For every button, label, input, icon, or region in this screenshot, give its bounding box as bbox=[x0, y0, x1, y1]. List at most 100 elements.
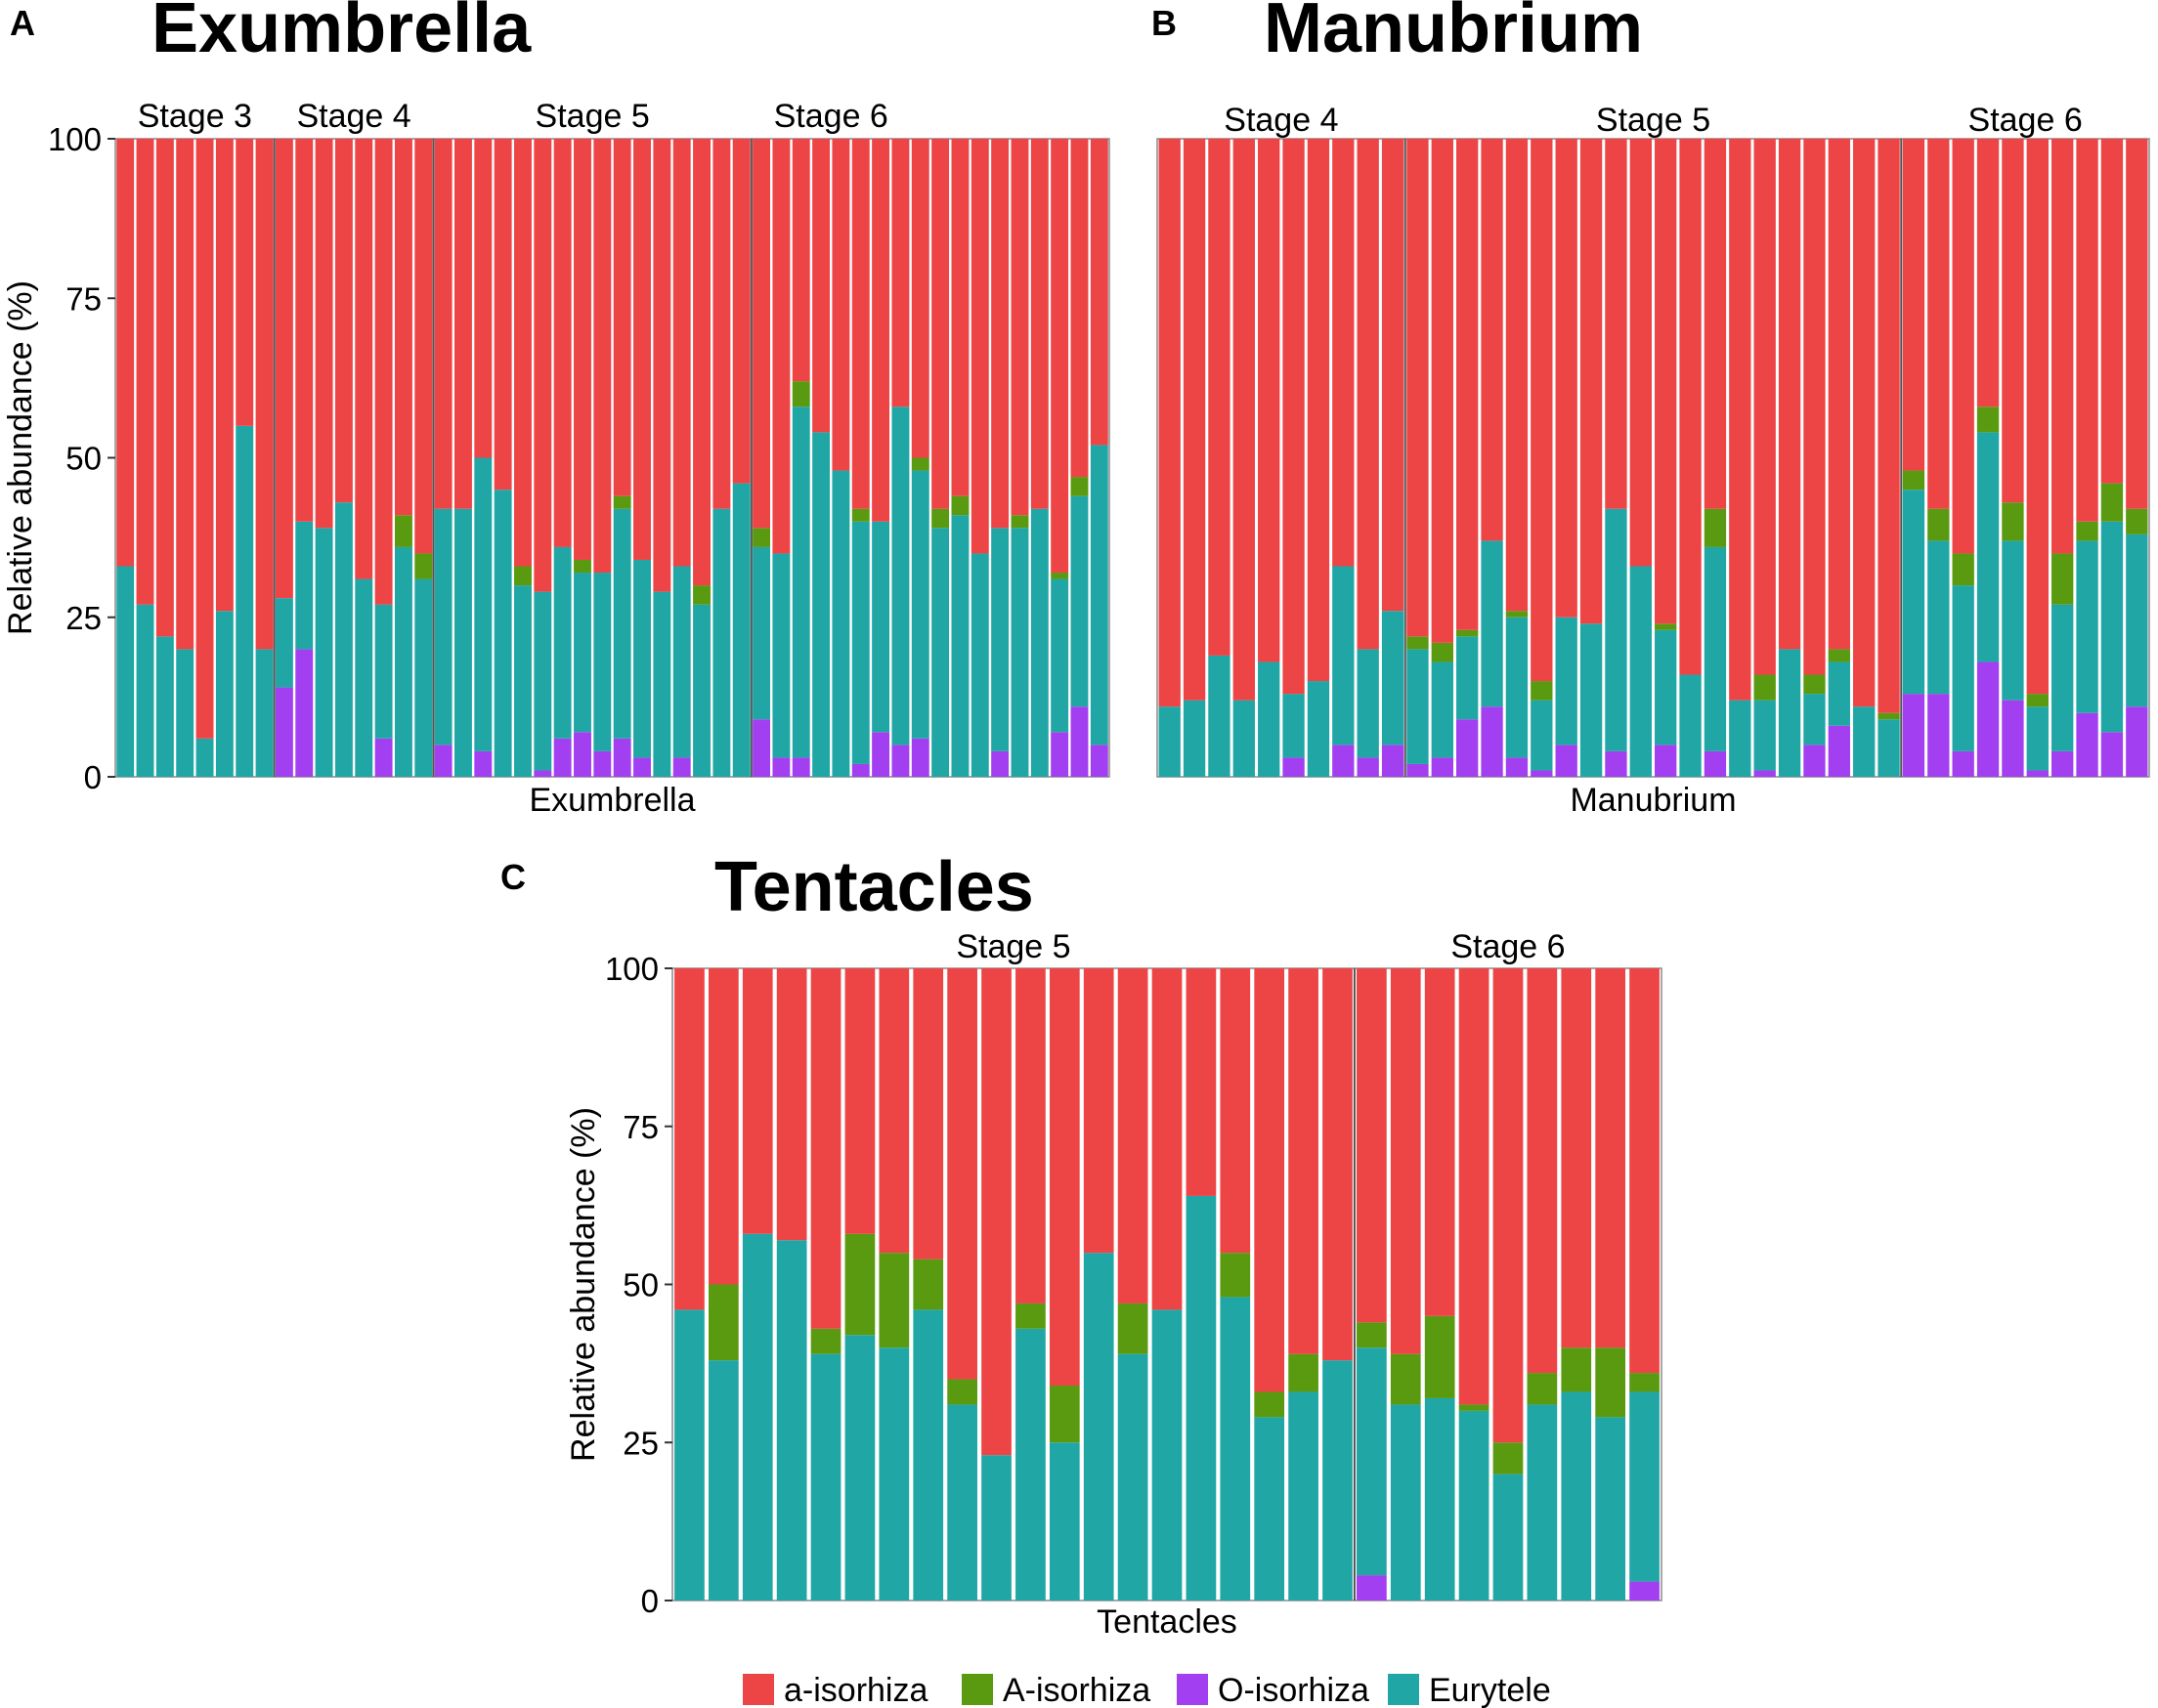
bar-a-isorhiza-32 bbox=[732, 139, 751, 484]
bar-a-isorhiza-25 bbox=[1753, 674, 1776, 701]
bar-a-isorhiza-9 bbox=[275, 139, 293, 599]
bar-eurytele-22 bbox=[1679, 674, 1702, 777]
bar-o-isorhiza-48 bbox=[1051, 732, 1069, 777]
bar-eurytele-40 bbox=[891, 406, 910, 746]
bar-o-isorhiza-10 bbox=[1381, 745, 1404, 777]
bar-a-isorhiza-34 bbox=[1976, 139, 2000, 407]
bar-eurytele-22 bbox=[534, 591, 552, 771]
bar-eurytele-1 bbox=[116, 566, 135, 777]
bar-a-isorhiza-24 bbox=[1458, 1404, 1489, 1411]
panel-letter: B bbox=[1151, 3, 1177, 43]
bar-eurytele-19 bbox=[1605, 508, 1627, 751]
bar-a-isorhiza-20 bbox=[1322, 968, 1353, 1361]
bar-a-isorhiza-11 bbox=[1406, 636, 1429, 650]
bar-a-isorhiza-38 bbox=[2076, 521, 2098, 541]
bar-o-isorhiza-31 bbox=[1902, 694, 1925, 777]
bar-o-isorhiza-13 bbox=[1456, 719, 1479, 777]
bar-a-isorhiza-31 bbox=[1902, 470, 1925, 491]
bar-eurytele-10 bbox=[981, 1455, 1012, 1601]
bar-a-isorhiza-29 bbox=[1629, 968, 1660, 1374]
bar-a-isorhiza-4 bbox=[176, 139, 194, 650]
bar-a-isorhiza-2 bbox=[136, 139, 154, 605]
bar-a-isorhiza-12 bbox=[1049, 1386, 1080, 1443]
bar-eurytele-9 bbox=[1357, 649, 1379, 758]
bar-eurytele-5 bbox=[195, 738, 214, 777]
bar-a-isorhiza-33 bbox=[753, 139, 770, 529]
bar-eurytele-2 bbox=[136, 604, 154, 777]
bar-a-isorhiza-34 bbox=[1976, 406, 2000, 433]
legend-label-a-isorhiza: A-isorhiza bbox=[1003, 1672, 1150, 1708]
bar-eurytele-13 bbox=[1083, 1253, 1114, 1601]
bar-eurytele-23 bbox=[1424, 1397, 1455, 1601]
bar-a-isorhiza-38 bbox=[851, 508, 870, 522]
bar-a-isorhiza-18 bbox=[1254, 1391, 1285, 1418]
bar-eurytele-41 bbox=[911, 470, 929, 739]
bar-eurytele-21 bbox=[1357, 1347, 1387, 1576]
bar-o-isorhiza-21 bbox=[1655, 745, 1677, 777]
bar-a-isorhiza-23 bbox=[553, 139, 572, 547]
bar-o-isorhiza-22 bbox=[534, 770, 552, 777]
legend-label-eurytele: Eurytele bbox=[1429, 1672, 1551, 1708]
bar-eurytele-12 bbox=[334, 502, 353, 777]
bar-eurytele-36 bbox=[812, 432, 831, 777]
bar-o-isorhiza-33 bbox=[753, 719, 770, 777]
bar-eurytele-14 bbox=[1117, 1353, 1148, 1601]
bar-a-isorhiza-30 bbox=[693, 139, 711, 586]
bar-o-isorhiza-49 bbox=[1070, 706, 1089, 777]
bar-o-isorhiza-9 bbox=[275, 687, 293, 777]
stage-label: Stage 6 bbox=[774, 98, 888, 135]
bar-a-isorhiza-4 bbox=[776, 968, 807, 1241]
bar-a-isorhiza-22 bbox=[534, 139, 552, 592]
bar-o-isorhiza-19 bbox=[474, 750, 493, 777]
bar-a-isorhiza-26 bbox=[1527, 1373, 1558, 1405]
bar-a-isorhiza-33 bbox=[753, 528, 770, 547]
bar-eurytele-25 bbox=[1492, 1473, 1524, 1601]
bar-a-isorhiza-8 bbox=[913, 1259, 944, 1310]
bar-a-isorhiza-43 bbox=[951, 139, 970, 496]
bar-a-isorhiza-44 bbox=[971, 139, 989, 554]
bar-a-isorhiza-7 bbox=[236, 139, 254, 426]
bar-o-isorhiza-14 bbox=[374, 738, 393, 777]
x-axis-label: Tentacles bbox=[1097, 1603, 1237, 1641]
bar-a-isorhiza-8 bbox=[913, 968, 944, 1260]
bar-eurytele-40 bbox=[2126, 534, 2148, 707]
bar-a-isorhiza-24 bbox=[1458, 968, 1489, 1405]
bar-a-isorhiza-21 bbox=[1357, 1322, 1387, 1348]
bar-eurytele-26 bbox=[1527, 1404, 1558, 1601]
y-tick-label: 75 bbox=[65, 280, 102, 317]
bar-eurytele-24 bbox=[1458, 1410, 1489, 1601]
bar-a-isorhiza-12 bbox=[1431, 642, 1453, 662]
bar-eurytele-1 bbox=[674, 1309, 705, 1601]
bar-a-isorhiza-6 bbox=[215, 139, 234, 612]
bar-a-isorhiza-15 bbox=[1505, 139, 1529, 612]
bar-eurytele-22 bbox=[1390, 1404, 1421, 1601]
bar-o-isorhiza-36 bbox=[2026, 770, 2049, 777]
bar-o-isorhiza-17 bbox=[1555, 745, 1577, 777]
bar-a-isorhiza-9 bbox=[947, 1379, 977, 1405]
bar-o-isorhiza-16 bbox=[1531, 770, 1553, 777]
bar-a-isorhiza-8 bbox=[255, 139, 274, 650]
stage-label: Stage 5 bbox=[536, 98, 650, 135]
bar-eurytele-17 bbox=[1220, 1297, 1251, 1601]
bar-a-isorhiza-5 bbox=[195, 139, 214, 739]
bar-eurytele-25 bbox=[593, 573, 612, 751]
bar-a-isorhiza-26 bbox=[613, 139, 631, 496]
bar-eurytele-27 bbox=[633, 559, 651, 758]
bar-o-isorhiza-38 bbox=[851, 763, 870, 777]
bar-a-isorhiza-28 bbox=[653, 139, 671, 592]
bar-eurytele-5 bbox=[1258, 662, 1280, 777]
stage-label: Stage 6 bbox=[1450, 928, 1565, 965]
bar-a-isorhiza-41 bbox=[911, 457, 929, 471]
bar-eurytele-31 bbox=[712, 508, 731, 777]
bar-o-isorhiza-21 bbox=[1357, 1575, 1387, 1601]
bar-eurytele-21 bbox=[1655, 629, 1677, 746]
bar-eurytele-47 bbox=[1030, 508, 1049, 777]
bar-a-isorhiza-39 bbox=[2100, 483, 2124, 522]
bar-eurytele-33 bbox=[753, 546, 770, 720]
y-tick-label: 75 bbox=[623, 1109, 659, 1145]
bar-eurytele-12 bbox=[1049, 1442, 1080, 1601]
bar-eurytele-15 bbox=[1151, 1309, 1183, 1601]
bar-eurytele-28 bbox=[1595, 1417, 1626, 1601]
bar-eurytele-30 bbox=[1877, 719, 1900, 777]
bar-a-isorhiza-8 bbox=[1332, 139, 1355, 567]
